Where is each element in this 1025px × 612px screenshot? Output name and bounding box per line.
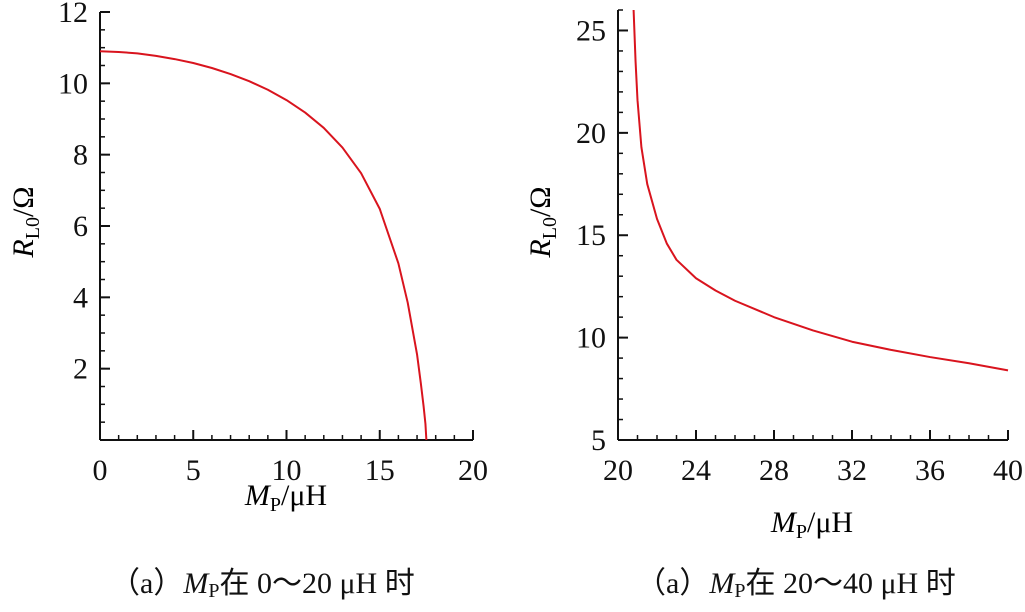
chart-right: 20 24 28 32 36 40 5 10 15 20 25 MP/μH RL0/Ω	[524, 9, 1023, 543]
chart-left-ticks	[99, 11, 474, 441]
x-tick-label: 28	[759, 454, 789, 487]
x-tick-label: 24	[681, 454, 711, 487]
x-tick-label: 20	[603, 454, 633, 487]
y-tick-label: 6	[73, 210, 88, 243]
chart-left-xlabel: MP/μH	[244, 479, 327, 516]
x-tick-label: 40	[993, 454, 1023, 487]
svg-text:MP/μH: MP/μH	[244, 479, 327, 516]
y-tick-label: 12	[58, 0, 88, 29]
x-tick-label: 15	[365, 454, 395, 487]
caption-left: （a）MP在 0～20 μH 时	[110, 567, 415, 602]
x-tick-label: 36	[915, 454, 945, 487]
y-tick-label: 25	[576, 14, 606, 47]
y-tick-label: 10	[58, 67, 88, 100]
chart-left-series-line	[99, 50, 428, 441]
chart-left: 0 5 10 15 20 2 4 6 8 10 12 MP/μH RL0/Ω	[7, 0, 488, 516]
y-tick-label: 5	[591, 424, 606, 457]
x-tick-label: 0	[93, 454, 108, 487]
caption-right: （a）MP在 20～40 μH 时	[636, 567, 956, 602]
x-tick-label: 20	[458, 454, 488, 487]
y-tick-label: 4	[73, 281, 88, 314]
y-tick-label: 2	[73, 353, 88, 386]
y-tick-label: 20	[576, 117, 606, 150]
svg-text:RL0/Ω: RL0/Ω	[524, 186, 561, 258]
chart-right-series-line	[632, 9, 1009, 372]
chart-left-tick-labels: 0 5 10 15 20 2 4 6 8 10 12	[58, 0, 488, 487]
chart-right-ylabel: RL0/Ω	[524, 186, 561, 258]
chart-right-ticks	[617, 9, 1009, 441]
x-tick-label: 10	[272, 454, 302, 487]
x-tick-label: 32	[837, 454, 867, 487]
x-tick-label: 5	[186, 454, 201, 487]
chart-right-tick-labels: 20 24 28 32 36 40 5 10 15 20 25	[576, 14, 1023, 487]
y-tick-label: 8	[73, 139, 88, 172]
chart-left-ylabel: RL0/Ω	[7, 186, 44, 258]
svg-text:MP/μH: MP/μH	[770, 506, 853, 543]
y-tick-label: 10	[576, 322, 606, 355]
chart-left-axes	[99, 12, 473, 441]
chart-right-axes	[617, 10, 1008, 441]
chart-right-xlabel: MP/μH	[770, 506, 853, 543]
y-tick-label: 15	[576, 219, 606, 252]
svg-text:RL0/Ω: RL0/Ω	[7, 186, 44, 258]
